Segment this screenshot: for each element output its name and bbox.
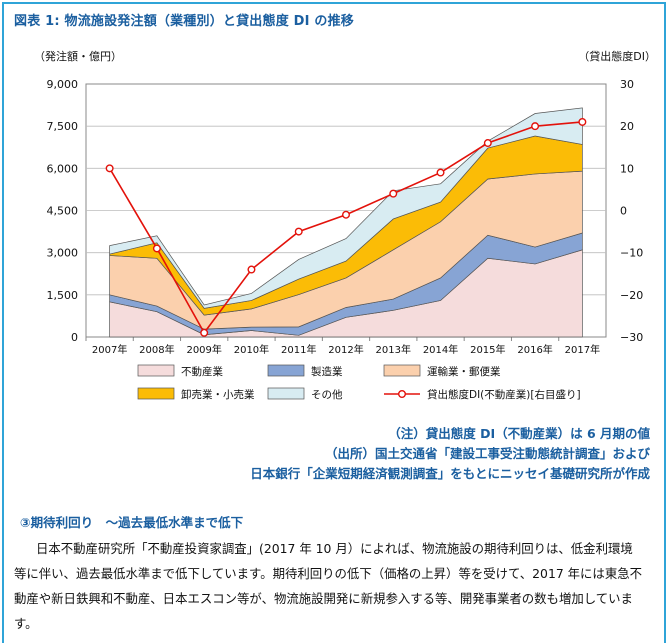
di-point [578,117,587,126]
x-tick-label: 2013年 [376,343,411,356]
right-tick-label: 0 [620,205,627,218]
x-tick-label: 2012年 [328,343,363,356]
left-axis-unit: （発注額・億円） [34,49,122,63]
figure-title: 図表 1: 物流施設発注額（業種別）と貸出態度 DI の推移 [14,14,354,29]
legend-label: 卸売業・小売業 [181,388,255,401]
right-tick-label: 10 [620,162,634,175]
stacked-area-chart: （発注額・億円） （貸出態度DI） 0 −30 1,500 −20 3,000 −10 4,… [34,49,656,401]
x-tick-label: 2014年 [423,343,458,356]
x-tick-label: 2017年 [565,343,600,356]
legend-swatch [267,364,305,377]
legend-swatch [137,364,175,377]
left-tick-label: 4,500 [47,205,79,218]
di-point [531,122,540,131]
di-point [294,227,303,236]
legend-swatch [137,387,175,400]
section-heading: ③期待利回り ～過去最低水準まで低下 [20,515,244,530]
di-point [105,164,114,173]
right-tick-label: −20 [620,289,643,302]
note-line-1: （注）貸出態度 DI（不動産業）は 6 月期の値 [388,426,650,441]
x-tick-label: 2007年 [92,343,127,356]
left-tick-label: 6,000 [47,162,79,175]
left-tick-label: 9,000 [47,78,79,91]
di-point [342,210,351,219]
legend-line-marker [398,390,407,399]
x-tick-label: 2010年 [234,343,269,356]
left-tick-label: 3,000 [47,247,79,260]
x-tick-label: 2009年 [186,343,221,356]
x-tick-label: 2015年 [470,343,505,356]
right-tick-label: −30 [620,331,643,344]
left-tick-label: 7,500 [47,120,79,133]
x-tick-label: 2011年 [281,343,316,356]
legend-swatch [383,364,421,377]
legend-label: その他 [311,388,343,401]
right-tick-label: 30 [620,78,634,91]
note-line-3: 日本銀行「企業短期経済観測調査」をもとにニッセイ基礎研究所が作成 [250,466,650,481]
note-line-2: （出所）国土交通省「建設工事受注動態統計調査」および [324,446,650,461]
x-tick-label: 2008年 [139,343,174,356]
legend-label: 製造業 [311,365,343,378]
left-tick-label: 0 [71,331,78,344]
di-point [483,139,492,148]
right-tick-label: 20 [620,120,634,133]
di-point [436,168,445,177]
di-point [389,189,398,198]
x-tick-label: 2016年 [517,343,552,356]
di-point [200,328,209,337]
right-axis-unit: （貸出態度DI） [578,49,656,63]
left-tick-label: 1,500 [47,289,79,302]
legend-label: 貸出態度DI(不動産業)[右目盛り] [427,388,581,401]
right-tick-label: −10 [620,247,643,260]
legend-swatch [267,387,305,400]
di-point [152,244,161,253]
legend-label: 運輸業・郵便業 [427,365,501,378]
plot-area: 0 −30 1,500 −20 3,000 −10 4,500 0 6,000 10 7,500 20… [47,78,644,356]
legend-label: 不動産業 [181,365,223,378]
di-point [247,265,256,274]
section-body: 日本不動産研究所「不動産投資家調査」(2017 年 10 月）によれば、物流施設… [14,541,642,631]
